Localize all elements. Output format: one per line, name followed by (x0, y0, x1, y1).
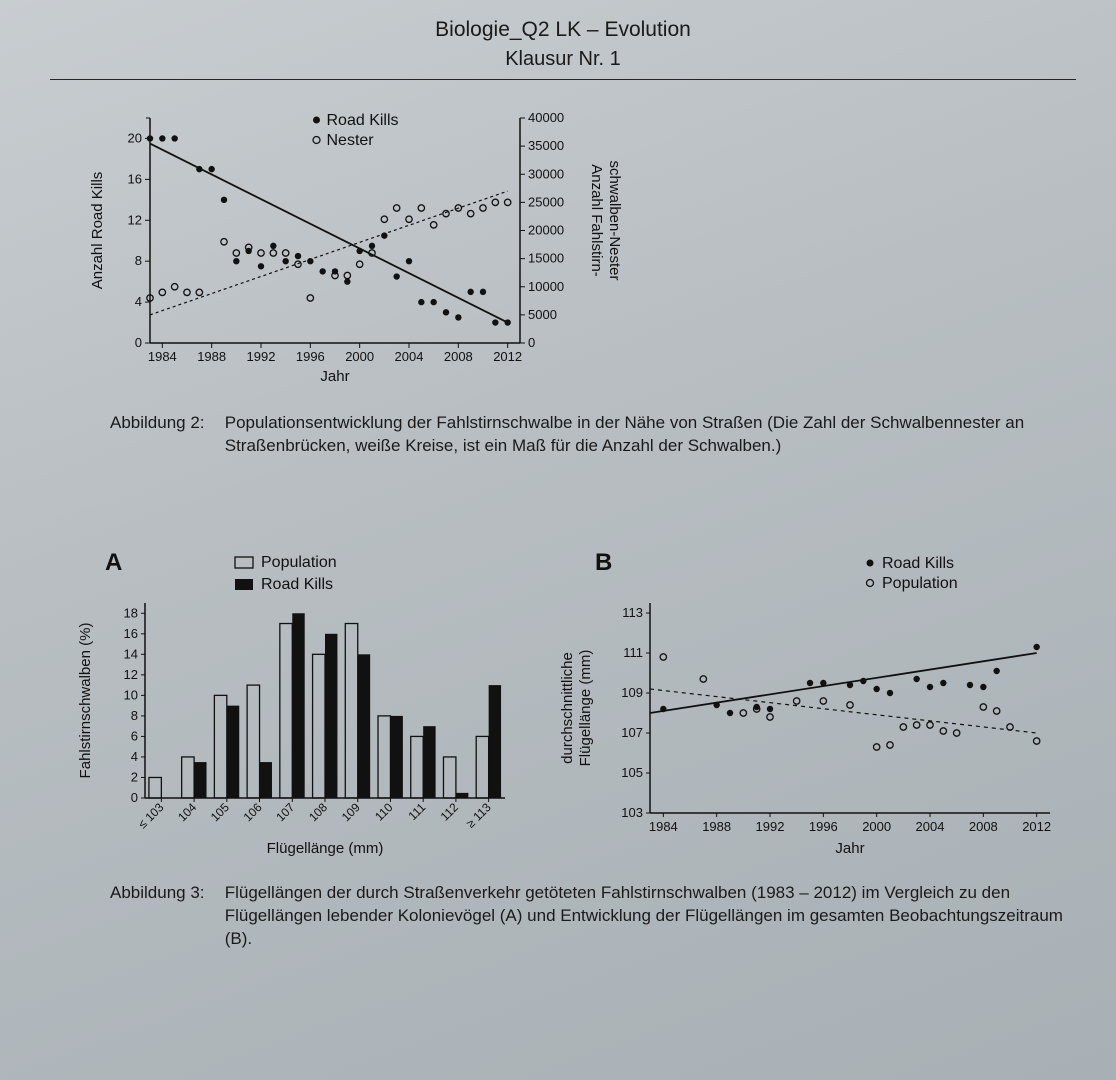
svg-text:≤ 103: ≤ 103 (135, 800, 166, 831)
svg-text:Road Kills: Road Kills (882, 555, 954, 572)
svg-text:Population: Population (261, 554, 337, 571)
svg-text:103: 103 (621, 805, 643, 820)
svg-text:105: 105 (208, 800, 232, 824)
svg-text:1988: 1988 (197, 349, 226, 364)
svg-text:Population: Population (882, 575, 958, 592)
svg-text:1996: 1996 (296, 349, 325, 364)
divider (50, 79, 1076, 80)
svg-text:0: 0 (131, 790, 138, 805)
svg-text:≥ 113: ≥ 113 (463, 800, 494, 831)
svg-text:107: 107 (621, 725, 643, 740)
figure-2-caption-body: Populationsentwicklung der Fahlstirnschw… (225, 412, 1071, 458)
svg-text:20000: 20000 (528, 223, 564, 238)
svg-text:A: A (105, 549, 122, 576)
svg-text:8: 8 (131, 708, 138, 723)
svg-text:Fahlstirnschwalben (%): Fahlstirnschwalben (%) (77, 622, 94, 778)
svg-text:111: 111 (405, 800, 428, 823)
figure-3-caption: Abbildung 3: Flügellängen der durch Stra… (110, 882, 1076, 951)
svg-text:0: 0 (528, 335, 535, 350)
svg-text:18: 18 (124, 605, 138, 620)
svg-text:1984: 1984 (649, 819, 678, 834)
svg-text:2008: 2008 (969, 819, 998, 834)
svg-text:40000: 40000 (528, 110, 564, 125)
svg-text:1984: 1984 (148, 349, 177, 364)
svg-text:112: 112 (438, 800, 462, 824)
figure-3b-chart: B Road Kills Population 103 105 107 109 111 113 1… (550, 548, 1070, 868)
svg-text:2: 2 (131, 769, 138, 784)
figure-2-caption: Abbildung 2: Populationsentwicklung der … (110, 412, 1076, 458)
svg-text:2012: 2012 (1022, 819, 1051, 834)
svg-text:111: 111 (623, 645, 643, 660)
svg-text:Jahr: Jahr (320, 368, 349, 385)
svg-text:1988: 1988 (702, 819, 731, 834)
page: Biologie_Q2 LK – Evolution Klausur Nr. 1… (0, 0, 1116, 981)
svg-text:104: 104 (175, 800, 199, 824)
figure-2-chart: 0 4 8 12 16 20 0 5000 10000 15000 20000 25000 30000 3… (50, 98, 1076, 398)
svg-text:108: 108 (306, 800, 330, 824)
svg-text:20: 20 (128, 130, 142, 145)
svg-text:2004: 2004 (916, 819, 945, 834)
svg-text:Road Kills: Road Kills (327, 112, 399, 129)
svg-text:109: 109 (621, 685, 643, 700)
figure-2-caption-label: Abbildung 2: (110, 412, 220, 435)
svg-text:Nester: Nester (327, 132, 375, 149)
svg-text:Anzahl Fahlstirn-: Anzahl Fahlstirn- (588, 164, 605, 277)
svg-text:durchschnittliche: durchschnittliche (559, 652, 576, 764)
figure-3-row: A Population Road Kills 0 2 4 6 8 10 12 14 16 18 Fahl… (50, 548, 1076, 868)
page-title: Biologie_Q2 LK – Evolution (50, 18, 1076, 42)
svg-text:25000: 25000 (528, 194, 564, 209)
svg-text:1992: 1992 (247, 349, 276, 364)
svg-text:B: B (595, 549, 612, 576)
svg-text:105: 105 (621, 765, 643, 780)
svg-text:15000: 15000 (528, 251, 564, 266)
svg-text:2008: 2008 (444, 349, 473, 364)
svg-text:109: 109 (339, 800, 363, 824)
svg-text:Flügellänge (mm): Flügellänge (mm) (577, 650, 594, 767)
svg-text:1996: 1996 (809, 819, 838, 834)
svg-text:12: 12 (128, 212, 142, 227)
svg-text:107: 107 (273, 800, 297, 824)
svg-text:Anzahl Road Kills: Anzahl Road Kills (89, 172, 106, 290)
svg-text:2004: 2004 (395, 349, 424, 364)
page-subtitle: Klausur Nr. 1 (50, 48, 1076, 71)
svg-text:6: 6 (131, 728, 138, 743)
svg-text:schwalben-Nester: schwalben-Nester (606, 160, 623, 280)
svg-text:2000: 2000 (345, 349, 374, 364)
svg-text:2000: 2000 (862, 819, 891, 834)
svg-text:1992: 1992 (756, 819, 785, 834)
svg-text:4: 4 (131, 749, 138, 764)
svg-text:8: 8 (135, 253, 142, 268)
svg-text:12: 12 (124, 667, 138, 682)
figure-3a-chart: A Population Road Kills 0 2 4 6 8 10 12 14 16 18 Fahl… (50, 548, 520, 868)
svg-text:5000: 5000 (528, 307, 557, 322)
svg-text:2012: 2012 (493, 349, 522, 364)
svg-text:14: 14 (124, 646, 138, 661)
svg-text:35000: 35000 (528, 138, 564, 153)
svg-text:16: 16 (128, 171, 142, 186)
svg-text:106: 106 (241, 800, 265, 824)
svg-text:Flügellänge (mm): Flügellänge (mm) (267, 840, 384, 857)
figure-3-caption-label: Abbildung 3: (110, 882, 220, 905)
svg-text:4: 4 (135, 294, 142, 309)
svg-text:110: 110 (372, 800, 396, 824)
svg-text:10: 10 (124, 687, 138, 702)
svg-text:16: 16 (124, 626, 138, 641)
svg-text:30000: 30000 (528, 166, 564, 181)
figure-3-caption-body: Flügellängen der durch Straßenverkehr ge… (225, 882, 1071, 951)
svg-text:Road Kills: Road Kills (261, 576, 333, 593)
svg-text:113: 113 (622, 605, 643, 620)
svg-text:10000: 10000 (528, 279, 564, 294)
svg-text:Jahr: Jahr (835, 840, 864, 857)
svg-text:0: 0 (135, 335, 142, 350)
